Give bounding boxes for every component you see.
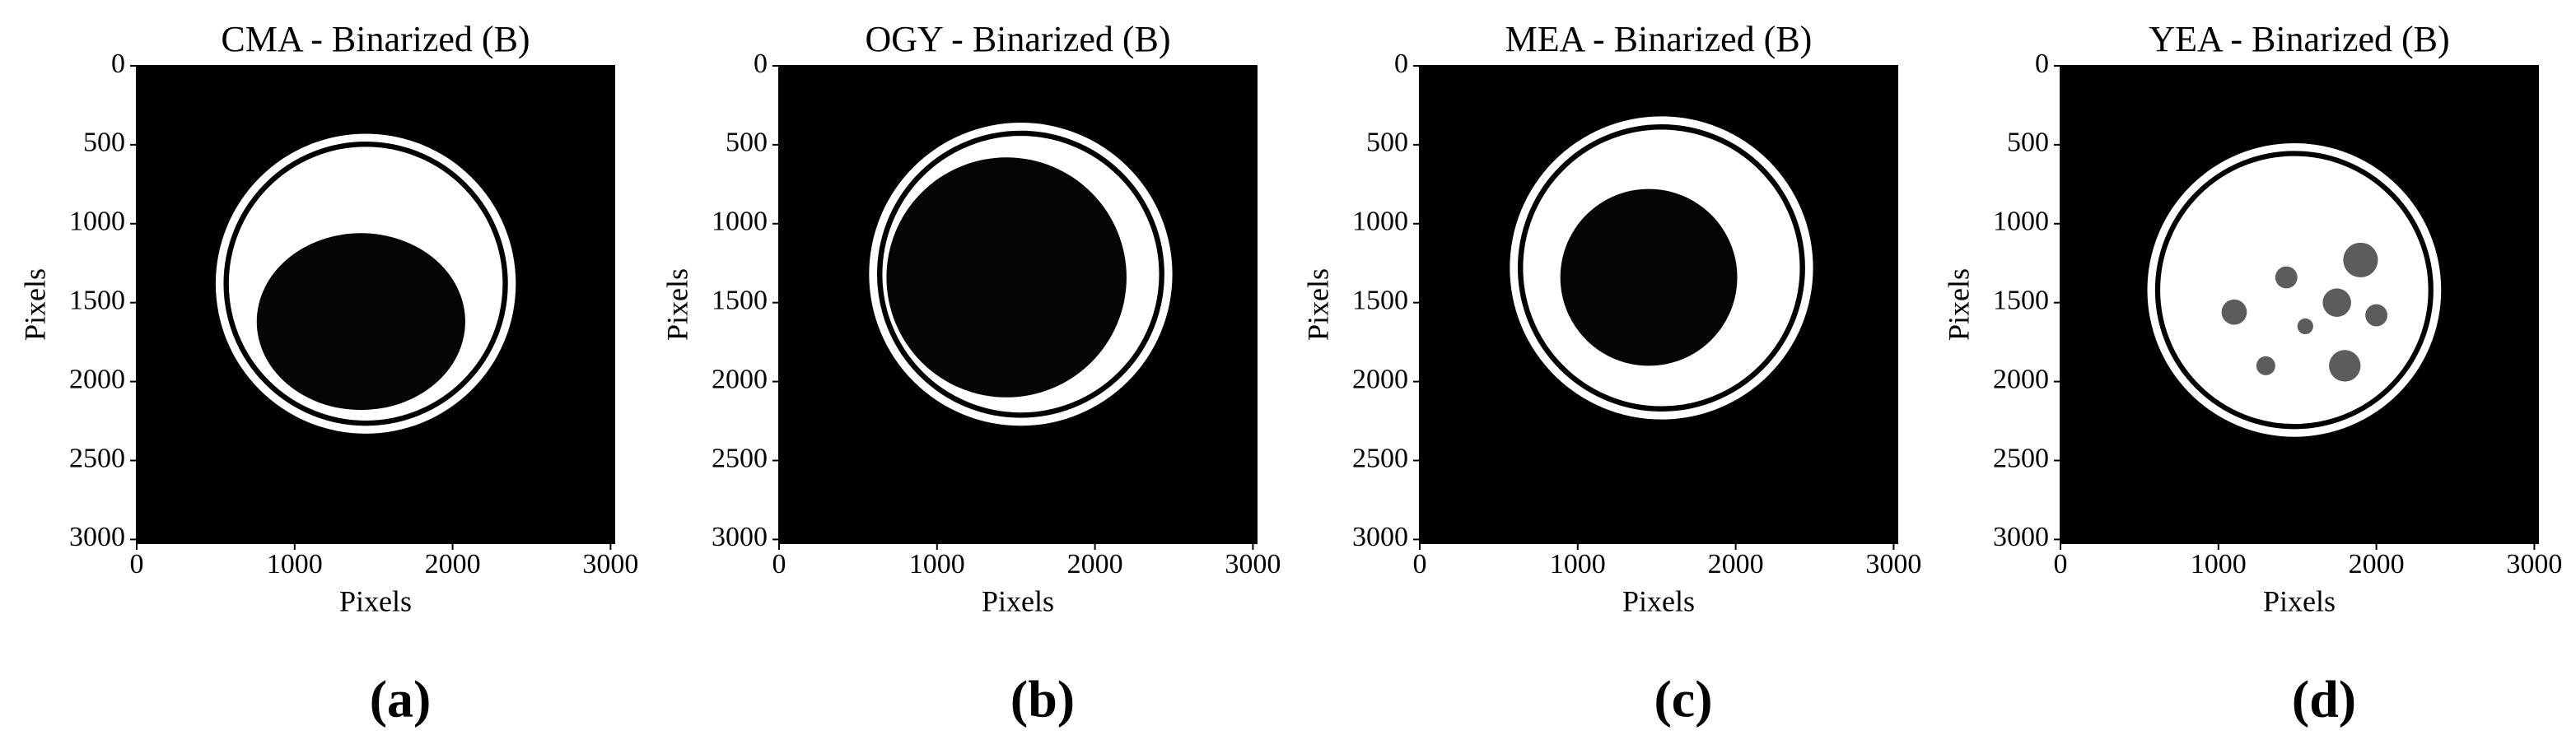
colony-spot xyxy=(2343,242,2378,278)
x-tick-label: 0 xyxy=(1413,549,1427,579)
axes-frame xyxy=(136,65,615,544)
y-tick-label: 1000 xyxy=(1352,207,1408,237)
axes-frame xyxy=(778,65,1258,544)
y-tick-label: 1000 xyxy=(69,207,125,237)
panel: MEA - Binarized (B)0 1000 2000 300005001000… xyxy=(1301,19,1921,728)
x-tick-label: 2000 xyxy=(425,549,481,579)
x-axis-label: Pixels xyxy=(2263,584,2336,617)
dish-gap xyxy=(876,130,1164,418)
y-tick-label: 2000 xyxy=(69,364,125,394)
x-tick-label: 1000 xyxy=(909,549,965,579)
x-axis-label: Pixels xyxy=(1622,584,1695,617)
y-axis-label: Pixels xyxy=(1301,268,1334,341)
panel: CMA - Binarized (B)0 1000 2000 300005001000… xyxy=(18,19,638,728)
axes-frame xyxy=(2060,65,2539,544)
colony-spot xyxy=(2365,304,2388,327)
y-tick-label: 1000 xyxy=(1993,207,2049,237)
colony xyxy=(256,233,465,411)
y-tick-label: 1000 xyxy=(712,207,768,237)
y-tick-label: 0 xyxy=(754,49,768,79)
y-tick-label: 500 xyxy=(726,128,768,158)
colony-spot xyxy=(2297,318,2313,335)
y-tick-label: 3000 xyxy=(1993,522,2049,552)
x-tick-label: 3000 xyxy=(582,549,638,579)
x-tick-label: 0 xyxy=(772,549,786,579)
panel-title: OGY - Binarized (B) xyxy=(865,19,1170,59)
y-tick-label: 2500 xyxy=(712,443,768,473)
x-tick-label: 3000 xyxy=(1865,549,1921,579)
x-tick-label: 0 xyxy=(2054,549,2068,579)
x-tick-label: 1000 xyxy=(267,549,323,579)
colony-spot xyxy=(2322,288,2351,317)
panel-caption: (c) xyxy=(1654,670,1712,728)
y-axis-label: Pixels xyxy=(18,268,51,341)
panel: YEA - Binarized (B)0 1000 2000 300005001000… xyxy=(1942,19,2562,728)
y-axis-label: Pixels xyxy=(1942,268,1975,341)
x-tick-label: 2000 xyxy=(1067,549,1123,579)
y-tick-label: 2000 xyxy=(712,364,768,394)
panel-caption: (b) xyxy=(1010,670,1075,728)
x-tick-label: 1000 xyxy=(1550,549,1606,579)
y-tick-label: 1500 xyxy=(1352,285,1408,315)
dish xyxy=(2147,142,2442,437)
y-tick-label: 500 xyxy=(1366,128,1408,158)
axes-frame xyxy=(1419,65,1898,544)
x-tick-label: 3000 xyxy=(2506,549,2562,579)
y-axis-label: Pixels xyxy=(660,268,693,341)
y-tick-label: 3000 xyxy=(1352,522,1408,552)
y-tick-label: 2000 xyxy=(1993,364,2049,394)
panel-title: CMA - Binarized (B) xyxy=(221,19,530,59)
panel-title: MEA - Binarized (B) xyxy=(1505,19,1813,59)
dish-gap xyxy=(1517,124,1805,412)
x-tick-label: 0 xyxy=(130,549,144,579)
colony-spot xyxy=(2221,299,2247,325)
y-tick-label: 500 xyxy=(83,128,125,158)
x-axis-label: Pixels xyxy=(982,584,1054,617)
colony-spot xyxy=(2329,350,2361,382)
y-tick-label: 2500 xyxy=(69,443,125,473)
panel-title: YEA - Binarized (B) xyxy=(2149,19,2449,59)
colony xyxy=(1560,188,1738,366)
y-tick-label: 1500 xyxy=(1993,285,2049,315)
y-tick-label: 2500 xyxy=(1352,443,1408,473)
y-tick-label: 1500 xyxy=(69,285,125,315)
panel-caption: (d) xyxy=(2292,670,2356,728)
y-tick-label: 0 xyxy=(2035,49,2049,79)
y-tick-label: 0 xyxy=(1394,49,1408,79)
panel: OGY - Binarized (B)0 1000 2000 300005001000… xyxy=(660,19,1281,728)
y-tick-label: 3000 xyxy=(69,522,125,552)
dish-gap xyxy=(2154,151,2434,430)
colony-spot xyxy=(2256,356,2275,375)
panel-caption: (a) xyxy=(370,670,432,728)
colony-spot xyxy=(2275,266,2298,289)
x-axis-label: Pixels xyxy=(339,584,412,617)
x-tick-label: 1000 xyxy=(2191,549,2247,579)
x-tick-label: 3000 xyxy=(1225,549,1281,579)
y-tick-label: 0 xyxy=(111,49,125,79)
y-tick-label: 2000 xyxy=(1352,364,1408,394)
colony xyxy=(886,157,1127,398)
y-tick-label: 3000 xyxy=(712,522,768,552)
x-tick-label: 2000 xyxy=(1708,549,1764,579)
y-tick-label: 2500 xyxy=(1993,443,2049,473)
y-tick-label: 500 xyxy=(2007,128,2049,158)
y-tick-label: 1500 xyxy=(712,285,768,315)
dish-gap xyxy=(223,142,508,426)
x-tick-label: 2000 xyxy=(2349,549,2405,579)
